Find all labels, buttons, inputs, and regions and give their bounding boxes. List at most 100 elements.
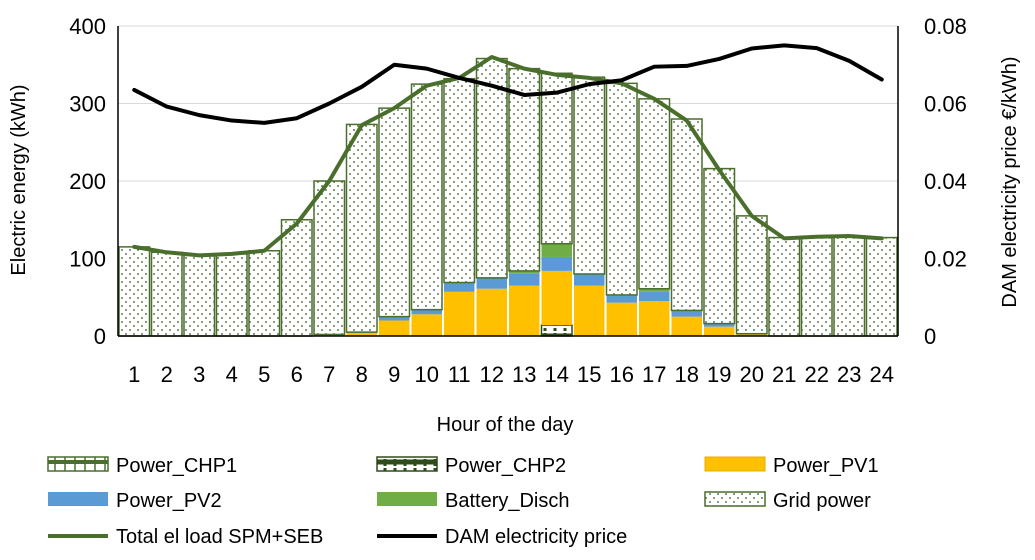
line-dam-electricity-price xyxy=(132,43,884,125)
bar-grid-power-14 xyxy=(540,72,573,245)
bar-grid-power-12 xyxy=(475,57,508,279)
bar-grid-power-11 xyxy=(443,77,476,284)
x-tick-label: 2 xyxy=(161,362,173,387)
y2-tick-label: 0 xyxy=(924,324,936,349)
x-tick-label: 13 xyxy=(512,362,536,387)
bar-power-pv1-20 xyxy=(736,334,767,336)
x-tick-label: 11 xyxy=(448,362,471,387)
bar-power-pv1-17 xyxy=(639,301,670,336)
bars xyxy=(118,57,898,337)
gridlines xyxy=(118,25,898,259)
bar-power-pv2-12 xyxy=(476,277,507,289)
y-tick-label: 100 xyxy=(69,247,106,272)
x-tick-label: 15 xyxy=(577,362,601,387)
x-tick-label: 3 xyxy=(193,362,205,387)
x-tick-label: 14 xyxy=(545,362,569,387)
bar-power-pv2-9 xyxy=(379,316,410,321)
legend-label-grid-power: Grid power xyxy=(773,490,871,512)
y-tick-label: 300 xyxy=(69,92,106,117)
y-axis-title: Electric energy (kWh) xyxy=(8,84,30,275)
bar-grid-power-6 xyxy=(280,219,313,337)
x-tick-label: 18 xyxy=(675,362,699,387)
bar-power-pv2-16 xyxy=(606,294,637,303)
x-tick-label: 16 xyxy=(610,362,634,387)
legend-label-power-pv2: Power_PV2 xyxy=(116,490,222,512)
line-total-el-load-spm-seb xyxy=(132,55,884,258)
legend-label-power-pv1: Power_PV1 xyxy=(773,455,879,477)
x-tick-label: 12 xyxy=(480,362,504,387)
bar-battery-disch-13 xyxy=(509,270,540,274)
bar-power-pv1-14 xyxy=(541,270,572,326)
legend: Power_CHP1 Power_CHP2 Power_PV1 Power_PV… xyxy=(47,455,879,548)
bar-power-pv2-11 xyxy=(444,282,475,292)
bar-grid-power-20 xyxy=(735,215,768,335)
bar-grid-power-2 xyxy=(150,251,183,337)
x-tick-label: 22 xyxy=(805,362,829,387)
x-tick-label: 21 xyxy=(772,362,796,387)
bar-grid-power-19 xyxy=(703,167,736,325)
bar-grid-power-9 xyxy=(378,107,411,318)
bar-power-pv2-17 xyxy=(639,291,670,302)
x-tick-label: 5 xyxy=(258,362,270,387)
x-tick-label: 19 xyxy=(707,362,731,387)
x-tick-label: 4 xyxy=(226,362,238,387)
bar-power-chp2-14 xyxy=(540,324,573,336)
legend-label-dam-price: DAM electricity price xyxy=(445,526,627,548)
x-tick-label: 9 xyxy=(388,362,400,387)
bar-grid-power-13 xyxy=(508,67,541,272)
bar-battery-disch-17 xyxy=(639,288,670,292)
y-tick-label: 400 xyxy=(69,14,106,39)
x-tick-label: 20 xyxy=(740,362,764,387)
x-tick-label: 1 xyxy=(128,362,140,387)
bar-power-pv1-7 xyxy=(314,334,345,336)
bar-grid-power-4 xyxy=(215,253,248,337)
bar-power-pv1-8 xyxy=(346,332,377,336)
bar-grid-power-8 xyxy=(345,123,378,333)
bar-grid-power-5 xyxy=(248,250,281,337)
bar-grid-power-16 xyxy=(605,82,638,296)
x-tick-label: 24 xyxy=(870,362,894,387)
bar-power-pv2-18 xyxy=(671,310,702,317)
bar-grid-power-24 xyxy=(865,236,898,337)
axes xyxy=(117,26,899,337)
bar-power-pv1-12 xyxy=(476,288,507,336)
bar-power-pv1-10 xyxy=(411,314,442,336)
legend-swatch-power-chp2 xyxy=(376,456,438,472)
bar-power-pv1-19 xyxy=(704,326,735,336)
bar-power-pv1-18 xyxy=(671,316,702,336)
legend-swatch-power-chp1 xyxy=(47,456,109,472)
bar-power-pv1-9 xyxy=(379,320,410,336)
bar-grid-power-23 xyxy=(833,235,866,337)
bar-grid-power-7 xyxy=(313,180,346,336)
legend-swatch-grid-power xyxy=(704,491,766,507)
bar-power-pv1-13 xyxy=(509,285,540,336)
bar-grid-power-10 xyxy=(410,83,443,311)
y-tick-label: 0 xyxy=(94,324,106,349)
bar-grid-power-1 xyxy=(118,246,151,337)
legend-label-power-chp1: Power_CHP1 xyxy=(116,455,237,477)
bar-power-pv2-14 xyxy=(541,256,572,271)
bar-grid-power-15 xyxy=(573,76,606,275)
y-tick-label: 200 xyxy=(69,169,106,194)
bar-battery-disch-14 xyxy=(541,243,572,257)
bar-grid-power-18 xyxy=(670,118,703,312)
bar-power-pv2-10 xyxy=(411,309,442,315)
y2-tick-label: 0.06 xyxy=(924,92,967,117)
x-tick-label: 7 xyxy=(323,362,335,387)
y2-axis-title: DAM electricity price €/kWh) xyxy=(999,56,1021,307)
bar-grid-power-3 xyxy=(183,254,216,337)
legend-label-total-load: Total el load SPM+SEB xyxy=(116,526,323,548)
legend-label-power-chp2: Power_CHP2 xyxy=(445,455,566,477)
y2-tick-label: 0.02 xyxy=(924,247,967,272)
bar-power-pv2-19 xyxy=(704,323,735,327)
legend-swatch-power-pv2 xyxy=(48,492,108,506)
bar-grid-power-17 xyxy=(638,98,671,290)
x-axis-title: Hour of the day xyxy=(437,414,574,436)
bar-grid-power-21 xyxy=(768,236,801,337)
legend-swatch-power-pv1 xyxy=(704,456,766,472)
bar-power-pv1-16 xyxy=(606,302,637,336)
x-tick-label: 17 xyxy=(642,362,666,387)
bar-power-pv2-13 xyxy=(509,273,540,286)
